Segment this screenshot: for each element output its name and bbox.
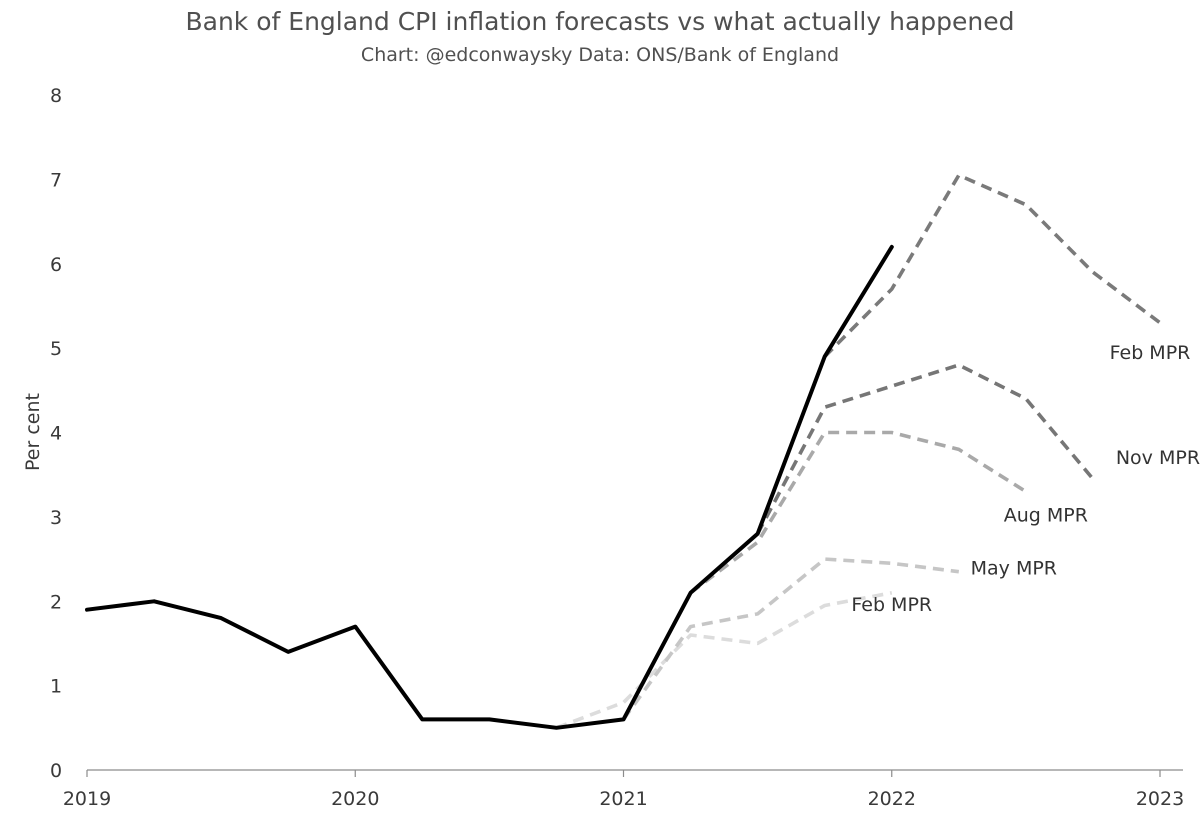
y-tick-label: 4 [50,423,62,445]
forecast-line [622,557,960,721]
y-tick-label: 8 [50,85,62,107]
series-label: Feb MPR [1110,342,1191,364]
y-tick-label: 5 [50,338,62,360]
x-tick-label: 2020 [331,788,379,810]
series-label: Nov MPR [1116,447,1200,469]
chart-subtitle: Chart: @edconwaysky Data: ONS/Bank of En… [361,44,839,66]
series-label: May MPR [971,558,1057,580]
chart-title: Bank of England CPI inflation forecasts … [185,7,1014,36]
series-labels: Feb MPR May MPR Aug MPR Nov MPR Feb MPR [851,342,1200,616]
series-group [85,173,1162,730]
y-axis-label: Per cent [22,393,44,471]
y-tick-label: 7 [50,169,62,191]
forecast-line [689,430,1027,595]
x-tick-label: 2021 [599,788,647,810]
y-tick-label: 2 [50,591,62,613]
y-tick-label: 1 [50,676,62,698]
series-label: Feb MPR [851,594,932,616]
y-tick-label: 0 [50,760,62,782]
x-tick-label: 2019 [63,788,111,810]
y-tick-label: 3 [50,507,62,529]
forecast-line [555,591,893,730]
actual-cpi-line [85,244,894,730]
axes: 2019 2020 2021 2022 2023 0 1 2 3 4 5 6 7 8 [50,85,1184,810]
x-tick-label: 2022 [868,788,916,810]
y-tick-label: 6 [50,254,62,276]
series-label: Aug MPR [1004,505,1088,527]
forecast-line [823,173,1162,358]
x-tick-label: 2023 [1136,788,1184,810]
